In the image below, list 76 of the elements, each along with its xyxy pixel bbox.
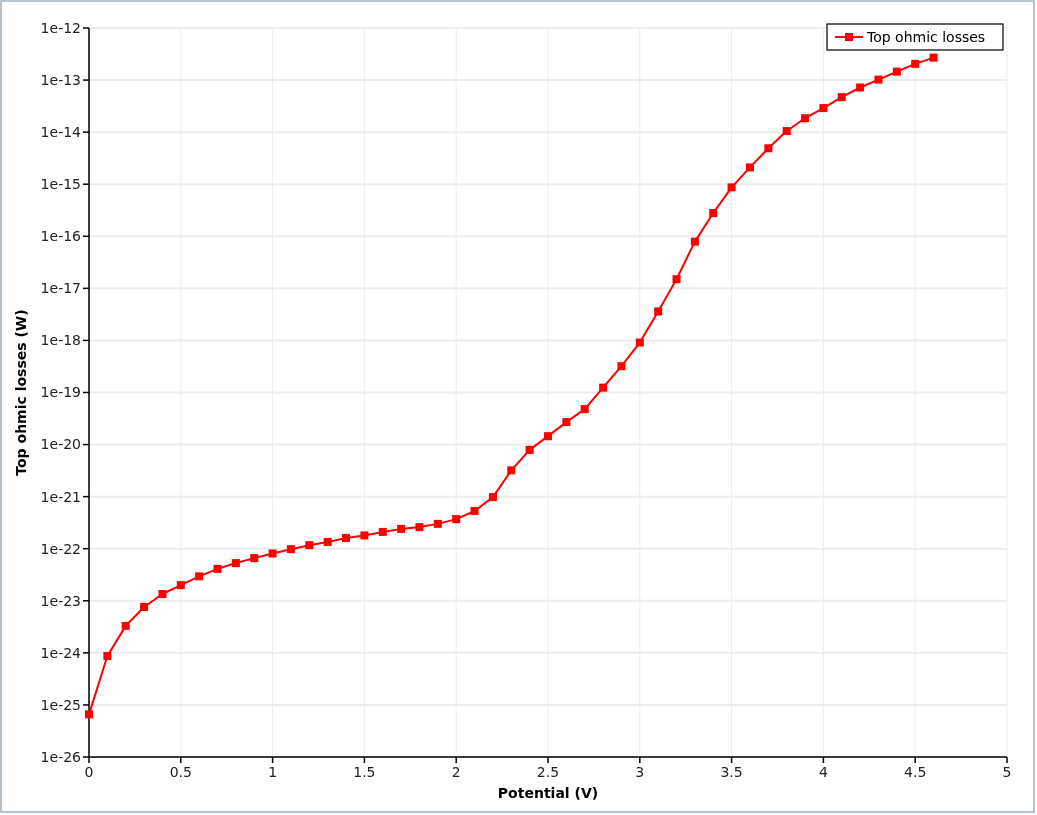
point: [231, 559, 240, 568]
y-tick-label: 1e-25: [40, 696, 81, 713]
point: [782, 127, 791, 136]
x-tick-label: 4.5: [904, 764, 927, 780]
point: [672, 275, 681, 284]
point: [85, 710, 93, 719]
point: [176, 581, 185, 590]
y-tick-label: 1e-24: [40, 644, 82, 661]
point: [452, 515, 461, 524]
point: [690, 237, 699, 246]
point: [397, 524, 406, 533]
point: [415, 523, 424, 532]
point: [819, 104, 828, 113]
point: [268, 549, 277, 558]
point: [433, 519, 442, 528]
x-tick-label: 2.5: [536, 764, 560, 780]
x-tick-label: 1.5: [353, 764, 376, 780]
point: [764, 144, 773, 153]
point: [525, 445, 534, 454]
x-tick-label: 3: [635, 764, 645, 780]
x-tick-label: 0: [84, 764, 94, 780]
x-tick-label: 0.5: [169, 764, 192, 780]
point: [929, 53, 938, 62]
point: [874, 75, 883, 84]
point: [250, 554, 259, 563]
point: [801, 114, 810, 123]
y-tick-label: 1e-12: [40, 19, 81, 36]
point: [360, 531, 369, 540]
y-tick-label: 1e-13: [40, 71, 81, 88]
point: [727, 183, 736, 192]
y-tick-label: 1e-15: [40, 176, 81, 193]
point: [103, 652, 112, 661]
point: [580, 405, 589, 414]
legend-label: Top ohmic losses: [866, 28, 986, 45]
point: [837, 93, 846, 102]
point: [911, 59, 920, 68]
x-tick-label: 3.5: [720, 764, 743, 780]
point: [635, 338, 644, 347]
y-tick-label: 1e-18: [40, 332, 81, 349]
point: [470, 507, 479, 515]
point: [342, 534, 351, 543]
x-tick-label: 5: [1002, 764, 1012, 780]
y-tick-label: 1e-22: [40, 540, 81, 557]
point: [121, 621, 130, 630]
point: [213, 564, 222, 573]
point: [709, 209, 718, 217]
x-tick-label: 4: [818, 764, 828, 780]
point: [617, 362, 626, 371]
point: [599, 383, 608, 392]
y-tick-label: 1e-26: [40, 748, 82, 765]
point: [507, 466, 516, 475]
y-tick-label: 1e-16: [40, 228, 82, 245]
y-tick-label: 1e-20: [40, 436, 81, 453]
x-tick-label: 2: [451, 764, 461, 780]
point: [323, 537, 332, 546]
point: [305, 541, 314, 550]
y-tick-label: 1e-21: [40, 488, 81, 505]
x-axis-title: Potential (V): [497, 785, 599, 801]
point: [654, 307, 663, 316]
point: [892, 67, 901, 76]
point: [562, 418, 571, 427]
point: [378, 527, 387, 536]
point: [286, 545, 295, 554]
point: [544, 432, 552, 441]
point: [140, 602, 149, 611]
point: [856, 83, 865, 92]
y-tick-label: 1e-23: [40, 592, 81, 609]
y-axis-title: Top ohmic losses (W): [13, 309, 29, 476]
x-tick-label: 1: [268, 764, 278, 780]
y-tick-label: 1e-14: [40, 124, 82, 141]
point: [158, 590, 167, 598]
point: [195, 572, 204, 581]
point: [488, 493, 497, 502]
y-tick-label: 1e-17: [40, 280, 81, 297]
point: [745, 163, 754, 172]
y-tick-label: 1e-19: [40, 384, 81, 401]
